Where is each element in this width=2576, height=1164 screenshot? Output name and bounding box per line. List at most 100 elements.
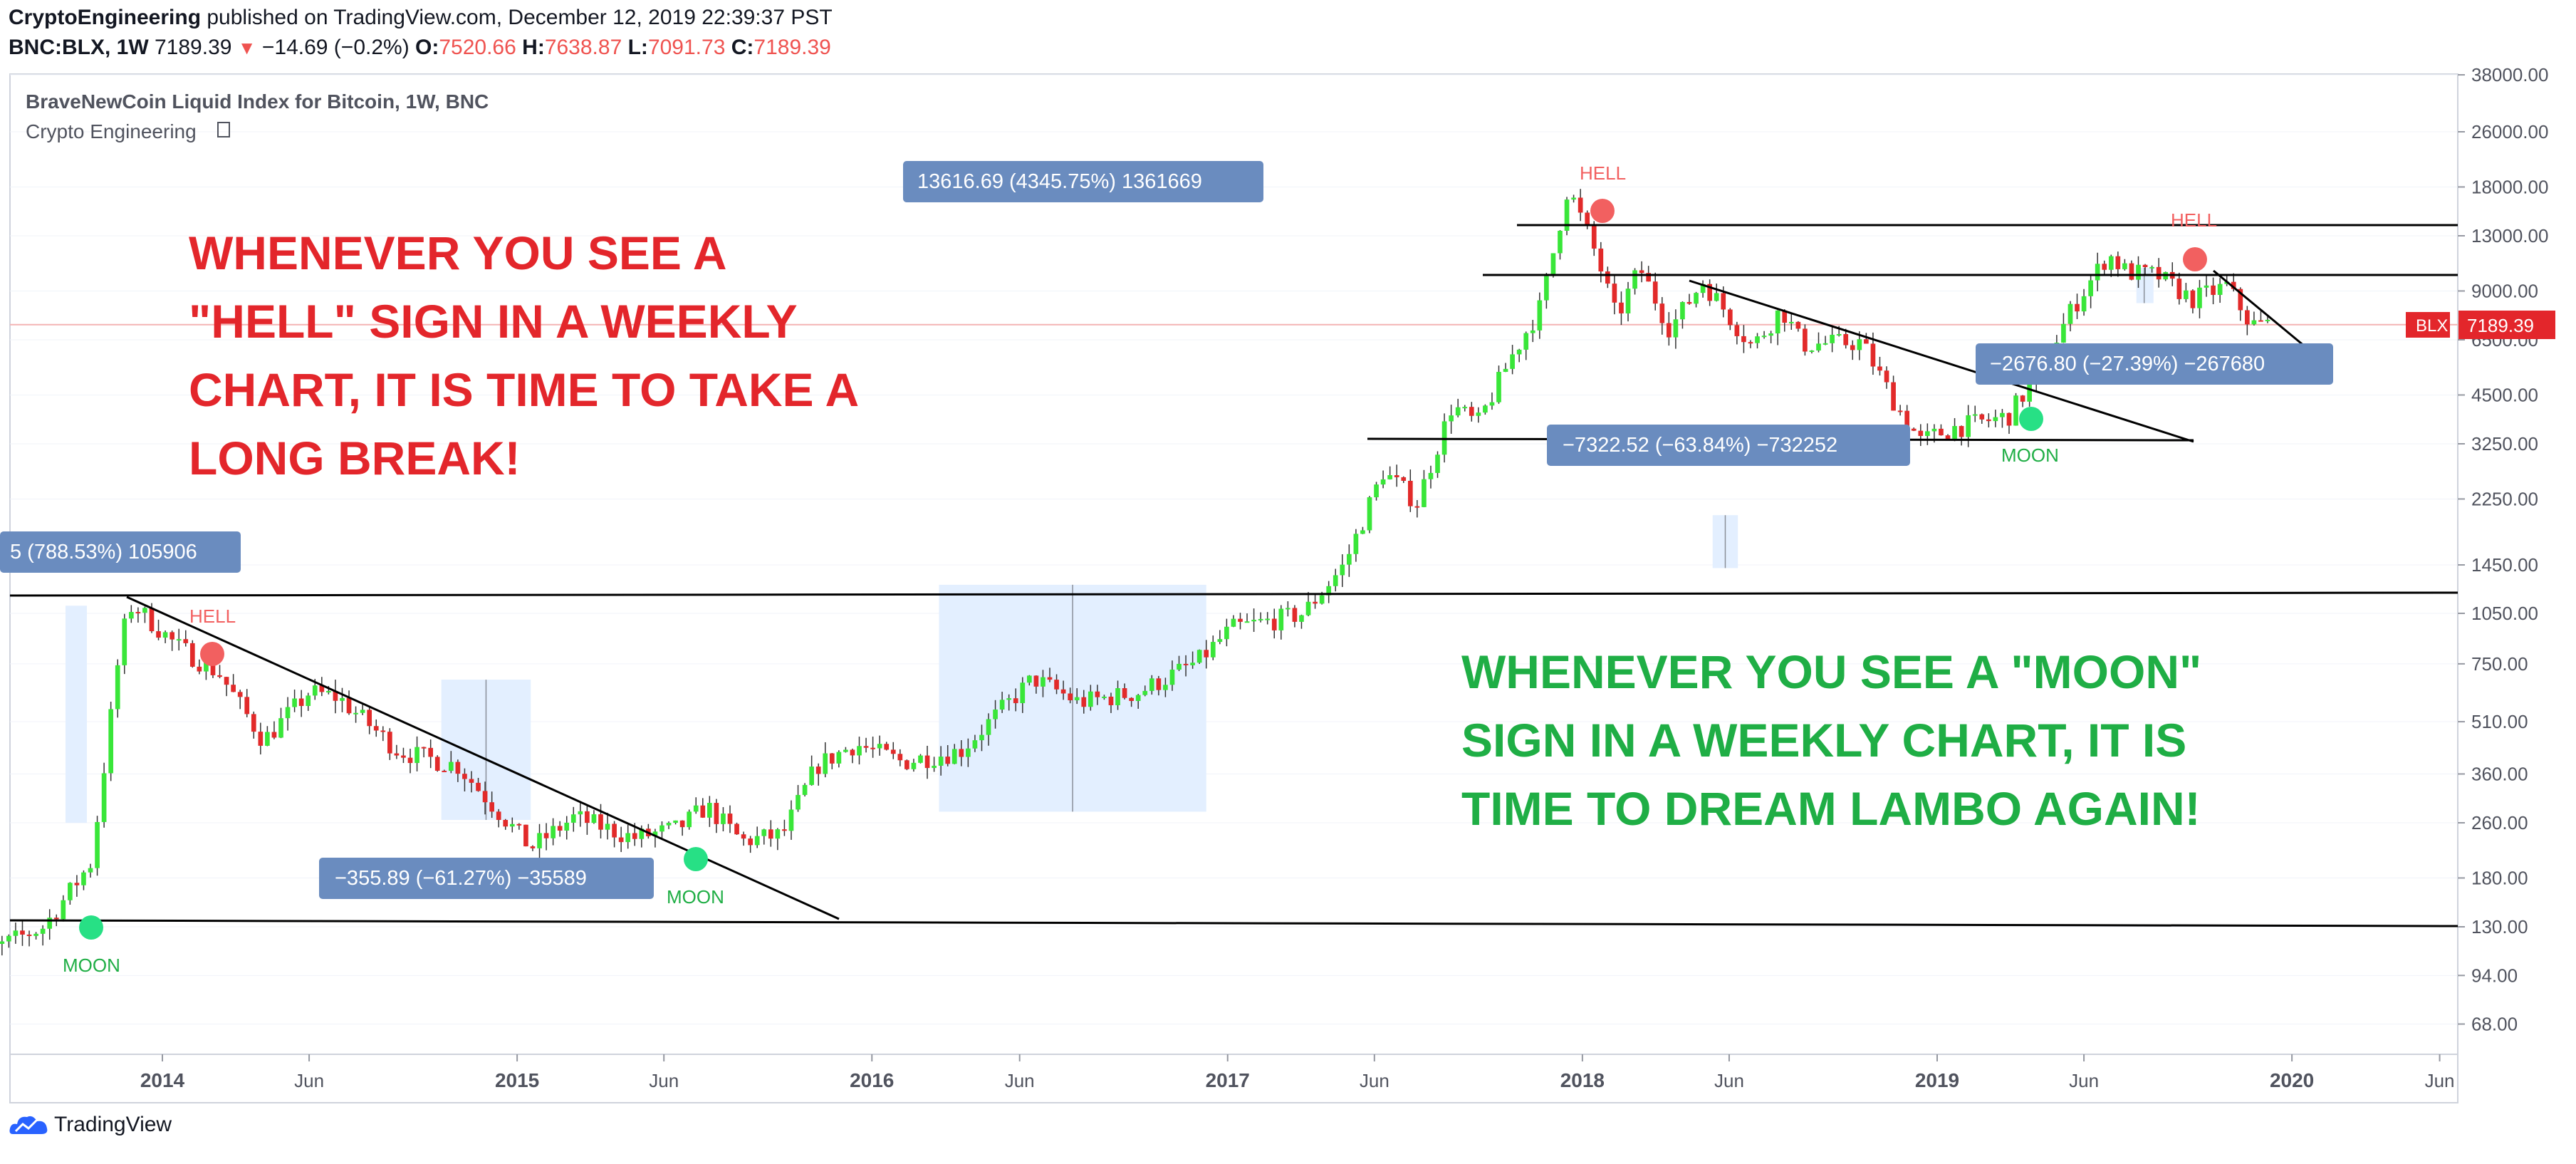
candle-body	[1135, 695, 1141, 702]
candle	[1591, 221, 1597, 256]
candle	[1074, 688, 1080, 705]
range-label-2[interactable]: 13616.69 (4345.75%) 1361669	[903, 161, 1263, 202]
trend-line[interactable]	[9, 591, 2458, 597]
candle	[1686, 293, 1692, 305]
symbol-label: BNC:BLX, 1W	[9, 36, 149, 59]
candle	[666, 821, 672, 829]
candle	[707, 796, 712, 827]
range-label-4[interactable]: −7322.52 (−63.84%) −732252	[1547, 425, 1910, 466]
candle-body	[1333, 575, 1338, 586]
candle	[938, 746, 944, 776]
candle-body	[2088, 280, 2093, 296]
candle-body	[612, 823, 617, 838]
tradingview-logo[interactable]: TradingView	[9, 1113, 172, 1137]
candle-body	[312, 685, 318, 696]
candle-body	[557, 826, 563, 831]
candle-body	[496, 811, 501, 821]
candle-body	[1503, 368, 1508, 373]
candle	[1054, 674, 1059, 695]
candle	[1346, 544, 1352, 577]
candle	[353, 706, 358, 723]
candle	[1537, 292, 1543, 339]
candle	[1530, 320, 1535, 343]
candle	[2108, 254, 2114, 277]
candle-body	[2000, 412, 2005, 417]
y-tick-label: 130.00	[2471, 916, 2528, 937]
candle-body	[1313, 601, 1318, 604]
candle	[972, 734, 978, 752]
candle-body	[1020, 682, 1026, 704]
candle	[1830, 326, 1835, 353]
candle-body	[2156, 266, 2162, 280]
trend-line[interactable]	[2213, 269, 2305, 348]
hell-marker[interactable]	[1590, 199, 1615, 223]
candle	[1550, 253, 1556, 278]
candle	[462, 768, 467, 791]
candle-body	[2061, 323, 2066, 343]
candle-body	[951, 749, 957, 764]
moon-annotation-text: WHENEVER YOU SEE A "MOON" SIGN IN A WEEK…	[1461, 645, 2201, 835]
candle	[537, 823, 542, 858]
candle-body	[1013, 698, 1018, 704]
candle-body	[1041, 677, 1045, 687]
candle-body	[1788, 321, 1794, 323]
candle	[394, 744, 400, 759]
plot-frame	[9, 73, 2458, 1103]
candle-body	[659, 825, 664, 832]
candle-body	[162, 632, 168, 638]
candle	[1897, 405, 1903, 416]
candle	[815, 763, 821, 786]
candle	[1646, 266, 1652, 282]
candle	[1163, 677, 1168, 697]
candle-body	[122, 618, 127, 665]
trend-line[interactable]	[1689, 279, 2194, 443]
candle-body	[775, 829, 781, 839]
candle-body	[761, 829, 767, 836]
candle	[2061, 313, 2066, 343]
moon-marker[interactable]	[2019, 407, 2043, 431]
candle	[1673, 309, 1679, 349]
range-label-3[interactable]: −355.89 (−61.27%) −35589	[319, 858, 654, 899]
range-label-5[interactable]: −2676.80 (−27.39%) −267680	[1976, 343, 2333, 385]
candle-body	[428, 747, 434, 757]
candle-body	[2013, 395, 2018, 426]
range-label-text: 5 (788.53%) 105906	[10, 541, 197, 563]
candle	[618, 826, 624, 853]
candle-body	[455, 762, 461, 774]
hell-marker[interactable]	[2183, 247, 2207, 271]
candle-body	[2027, 382, 2032, 402]
candle	[1850, 340, 1855, 360]
candle-body	[1945, 435, 1951, 439]
candle	[2000, 409, 2005, 428]
candle	[1286, 601, 1290, 617]
candle-body	[679, 820, 685, 828]
candle-body	[578, 811, 583, 815]
candle-body	[815, 767, 821, 774]
candle	[469, 771, 474, 793]
author-name[interactable]: CryptoEngineering	[9, 6, 202, 29]
candle	[13, 923, 19, 944]
candle-body	[523, 824, 528, 847]
trend-line[interactable]	[9, 919, 2458, 927]
moon-marker[interactable]	[684, 847, 708, 871]
hell-marker[interactable]	[200, 642, 224, 666]
hell-label: HELL	[2171, 209, 2217, 231]
trend-line[interactable]	[126, 596, 840, 920]
candle	[897, 749, 903, 767]
candle-body	[687, 811, 692, 828]
candle-body	[2081, 296, 2087, 312]
range-label-1[interactable]: 5 (788.53%) 105906	[0, 531, 241, 573]
candle	[1387, 466, 1392, 480]
candle-body	[741, 834, 746, 839]
candle	[932, 757, 937, 772]
moon-marker[interactable]	[79, 915, 103, 940]
range-label-bg	[319, 858, 654, 899]
candle-body	[265, 732, 270, 746]
legend-settings-icon[interactable]	[217, 122, 230, 137]
candle-body	[1925, 431, 1930, 436]
candle-body	[1217, 639, 1223, 643]
candle-body	[2190, 290, 2196, 308]
candle-body	[2122, 263, 2127, 269]
candle	[265, 726, 270, 747]
